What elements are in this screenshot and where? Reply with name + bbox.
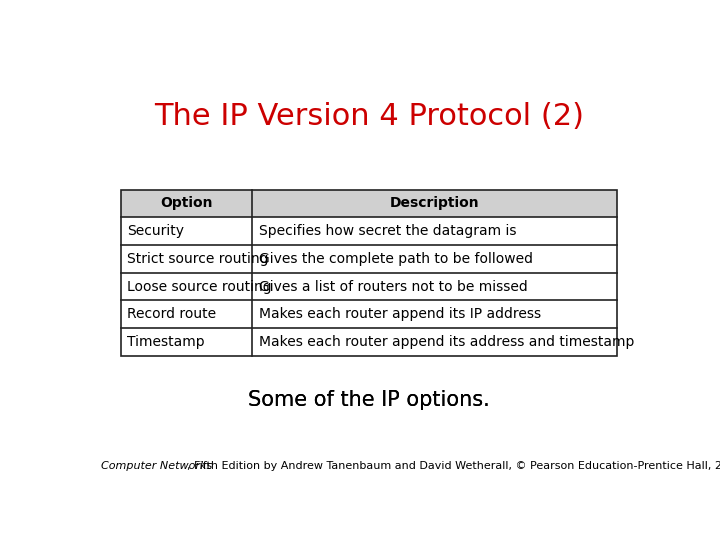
Text: Gives the complete path to be followed: Gives the complete path to be followed xyxy=(259,252,533,266)
Text: Makes each router append its address and timestamp: Makes each router append its address and… xyxy=(259,335,634,349)
Text: Description: Description xyxy=(390,197,480,211)
Text: Timestamp: Timestamp xyxy=(127,335,205,349)
Text: The IP Version 4 Protocol (2): The IP Version 4 Protocol (2) xyxy=(154,102,584,131)
Text: , Fifth Edition by Andrew Tanenbaum and David Wetherall, © Pearson Education-Pre: , Fifth Edition by Andrew Tanenbaum and … xyxy=(187,462,720,471)
Text: Record route: Record route xyxy=(127,307,217,321)
Text: Option: Option xyxy=(161,197,212,211)
Text: Computer Networks: Computer Networks xyxy=(101,462,212,471)
Text: Some of the IP options.: Some of the IP options. xyxy=(248,389,490,409)
Text: Makes each router append its IP address: Makes each router append its IP address xyxy=(259,307,541,321)
Text: Security: Security xyxy=(127,224,184,238)
Text: Strict source routing: Strict source routing xyxy=(127,252,269,266)
Text: Some of the IP options.: Some of the IP options. xyxy=(248,389,490,409)
Bar xyxy=(121,190,617,217)
Bar xyxy=(121,190,617,356)
Text: Specifies how secret the datagram is: Specifies how secret the datagram is xyxy=(259,224,516,238)
Text: Loose source routing: Loose source routing xyxy=(127,280,272,294)
Text: Gives a list of routers not to be missed: Gives a list of routers not to be missed xyxy=(259,280,528,294)
